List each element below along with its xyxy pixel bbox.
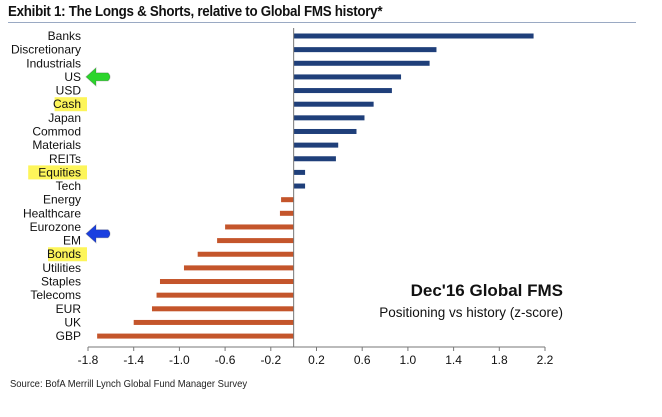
x-tick-label: 0.2 xyxy=(308,353,325,367)
bar xyxy=(133,319,294,325)
bar xyxy=(197,251,294,257)
bar xyxy=(97,333,294,339)
bar xyxy=(293,60,430,66)
category-label: REITs xyxy=(49,152,81,166)
category-label: USD xyxy=(56,84,82,98)
category-label: GBP xyxy=(56,329,81,343)
x-tick-label: -1.8 xyxy=(78,353,99,367)
category-label: Energy xyxy=(43,193,81,207)
bar xyxy=(156,292,294,298)
bar xyxy=(151,306,294,312)
category-label: Staples xyxy=(41,275,81,289)
category-label: Banks xyxy=(48,29,81,43)
chart-title: Exhibit 1: The Longs & Shorts, relative … xyxy=(8,4,383,20)
category-label: Bonds xyxy=(47,247,81,261)
title-divider xyxy=(8,22,636,23)
category-label: US xyxy=(64,70,81,84)
category-label: EUR xyxy=(56,302,82,316)
category-label: Industrials xyxy=(26,56,81,70)
category-label: Cash xyxy=(53,97,81,111)
label-highlight xyxy=(54,97,87,112)
annotation-subtitle: Positioning vs history (z-score) xyxy=(379,305,563,320)
annotation-title: Dec'16 Global FMS xyxy=(411,281,563,300)
x-tick-label: -0.6 xyxy=(215,353,236,367)
category-label: Healthcare xyxy=(23,206,81,220)
bar xyxy=(293,183,306,189)
x-tick-label: -1.4 xyxy=(123,353,144,367)
arrow-icon xyxy=(85,223,111,244)
bar xyxy=(293,142,339,148)
category-label: Tech xyxy=(56,179,81,193)
bar xyxy=(293,169,306,175)
label-highlight xyxy=(28,165,87,180)
bar xyxy=(293,74,402,80)
bar xyxy=(293,115,365,121)
x-tick-label: 1.4 xyxy=(445,353,462,367)
x-tick-label: -0.2 xyxy=(260,353,281,367)
bar xyxy=(279,210,294,216)
category-label: Eurozone xyxy=(30,220,82,234)
bar xyxy=(293,47,437,53)
category-label: Utilities xyxy=(42,261,81,275)
x-tick-label: 1.0 xyxy=(400,353,417,367)
bar xyxy=(225,224,294,230)
category-label: Japan xyxy=(48,111,81,125)
category-label: UK xyxy=(64,315,81,329)
bar xyxy=(281,197,294,203)
category-label: Commod xyxy=(32,124,81,138)
x-tick-label: 1.8 xyxy=(491,353,508,367)
bar xyxy=(183,265,294,271)
bar xyxy=(293,88,392,94)
bar xyxy=(293,128,357,134)
x-tick-label: 2.2 xyxy=(537,353,554,367)
label-highlight xyxy=(48,247,87,262)
category-label: EM xyxy=(63,234,81,248)
bar xyxy=(293,156,336,162)
bar xyxy=(159,279,294,285)
category-label: Equities xyxy=(38,165,81,179)
bar xyxy=(293,101,374,107)
x-tick-label: -1.0 xyxy=(169,353,190,367)
bar xyxy=(293,33,534,39)
category-label: Telecoms xyxy=(30,288,81,302)
source-note: Source: BofA Merrill Lynch Global Fund M… xyxy=(10,378,248,390)
category-label: Materials xyxy=(32,138,81,152)
x-tick-label: 0.6 xyxy=(354,353,371,367)
category-label: Discretionary xyxy=(11,43,81,57)
bar xyxy=(217,238,294,244)
arrow-icon xyxy=(85,66,111,88)
